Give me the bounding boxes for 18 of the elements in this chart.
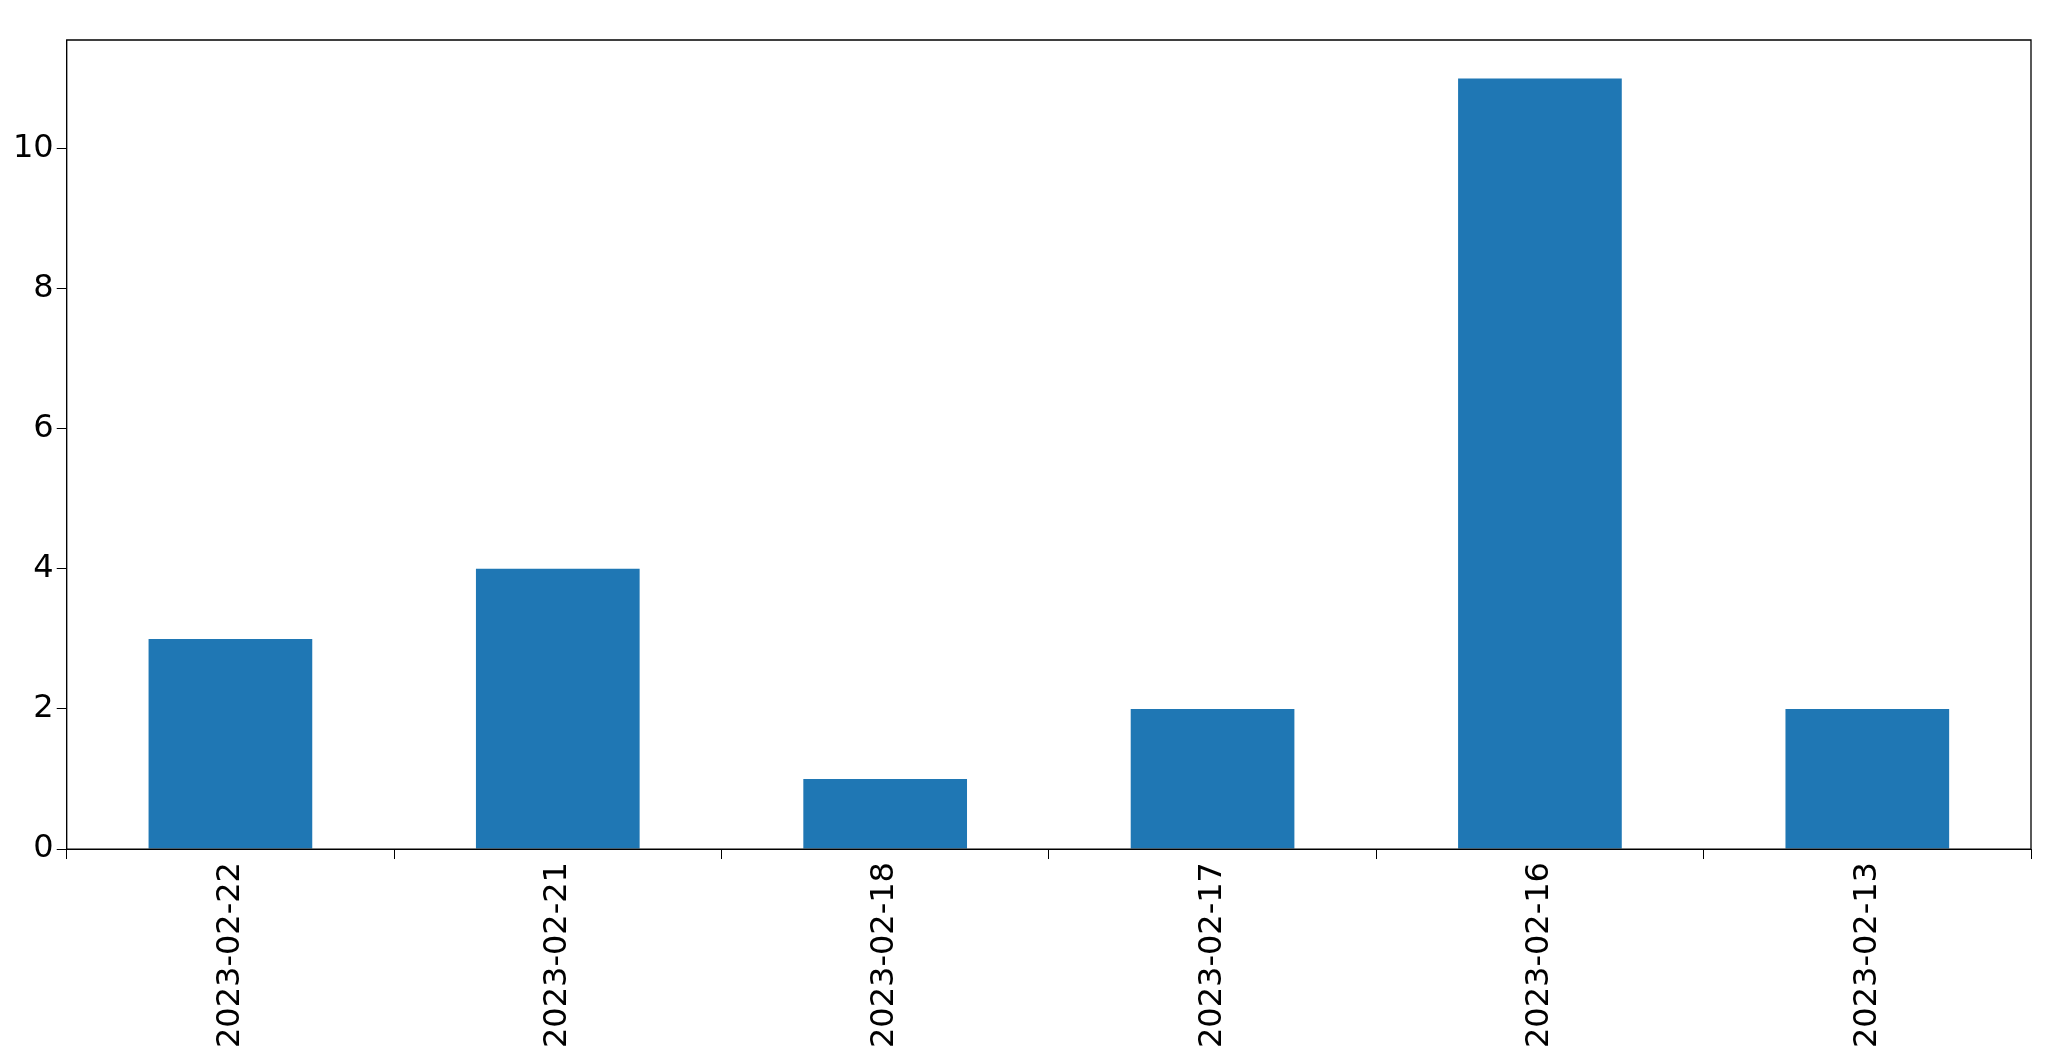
x-tick-label: 2023-02-22 (208, 862, 247, 1048)
x-tick-label: 2023-02-13 (1845, 862, 1884, 1048)
bar (475, 568, 640, 849)
x-tick-label: 2023-02-16 (1518, 862, 1557, 1048)
bar (803, 778, 968, 849)
x-tick-label: 2023-02-18 (863, 862, 902, 1048)
y-tick-label: 10 (13, 126, 54, 165)
bar (1130, 708, 1295, 849)
y-tick-label: 0 (33, 827, 54, 866)
y-tick-label: 8 (33, 266, 54, 305)
y-tick-label: 2 (33, 687, 54, 726)
x-tick-label: 2023-02-17 (1190, 862, 1229, 1048)
x-tick-label: 2023-02-21 (536, 862, 575, 1048)
bar (1785, 708, 1950, 849)
y-tick-label: 4 (33, 547, 54, 586)
bar (1458, 78, 1622, 849)
y-tick-label: 6 (33, 407, 54, 446)
bar (148, 638, 313, 849)
